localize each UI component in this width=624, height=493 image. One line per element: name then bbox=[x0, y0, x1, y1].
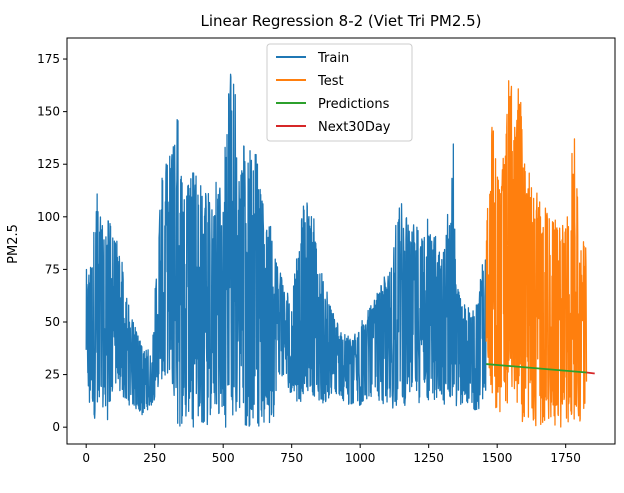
x-tick-label: 500 bbox=[212, 451, 235, 465]
y-tick-label: 175 bbox=[37, 52, 60, 66]
legend-label-test: Test bbox=[317, 74, 344, 89]
y-tick-label: 150 bbox=[37, 105, 60, 119]
y-tick-label: 75 bbox=[45, 262, 60, 276]
x-tick-label: 1000 bbox=[345, 451, 376, 465]
legend-label-next30day: Next30Day bbox=[318, 120, 391, 135]
legend-label-train: Train bbox=[317, 51, 349, 66]
y-tick-label: 50 bbox=[45, 315, 60, 329]
legend-box bbox=[266, 43, 413, 142]
x-tick-label: 750 bbox=[280, 451, 303, 465]
series-line-test bbox=[485, 80, 588, 428]
series-line-predictions bbox=[486, 363, 587, 374]
y-axis-label: PM2.5 bbox=[6, 224, 21, 264]
y-tick-label: 125 bbox=[37, 157, 60, 171]
legend-label-predictions: Predictions bbox=[318, 97, 390, 112]
y-axis: 0 25 50 75 100 125 150 175 bbox=[37, 52, 67, 434]
x-tick-label: 1250 bbox=[413, 451, 444, 465]
y-tick-label: 100 bbox=[37, 210, 60, 224]
x-tick-label: 0 bbox=[82, 451, 90, 465]
x-tick-label: 1500 bbox=[482, 451, 513, 465]
series-line-train bbox=[85, 73, 487, 428]
plot-frame bbox=[66, 37, 616, 445]
x-tick-label: 250 bbox=[143, 451, 166, 465]
series-line-next30day bbox=[586, 371, 595, 375]
legend: Train Test Predictions Next30Day bbox=[266, 43, 413, 142]
plot-area bbox=[85, 73, 595, 428]
y-tick-label: 25 bbox=[45, 368, 60, 382]
chart-title: Linear Regression 8-2 (Viet Tri PM2.5) bbox=[200, 12, 481, 30]
y-tick-label: 0 bbox=[52, 420, 60, 434]
x-axis: 0 250 500 750 1000 1250 1500 1750 bbox=[82, 444, 581, 465]
x-tick-label: 1750 bbox=[550, 451, 581, 465]
